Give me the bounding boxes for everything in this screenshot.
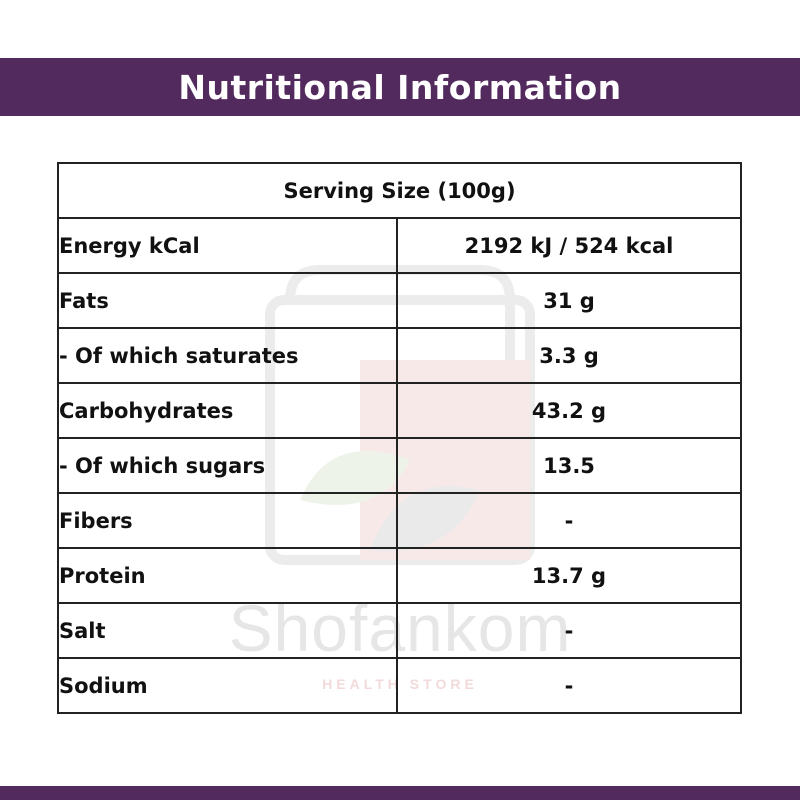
nutrient-value: 13.7 g — [395, 547, 743, 604]
title-banner: Nutritional Information — [0, 58, 800, 116]
nutrient-label: Fats — [57, 272, 398, 329]
nutrient-value: 31 g — [395, 272, 743, 329]
nutrient-value: - — [395, 492, 743, 549]
nutrient-label: Carbohydrates — [57, 382, 398, 439]
footer-band — [0, 786, 800, 800]
page-title: Nutritional Information — [178, 67, 622, 107]
table-row: - Of which sugars 13.5 — [57, 437, 743, 494]
nutrient-label: Energy kCal — [57, 217, 398, 274]
table-row: Energy kCal 2192 kJ / 524 kcal — [57, 217, 743, 274]
table-row: Protein 13.7 g — [57, 547, 743, 604]
nutrient-value: - — [395, 602, 743, 659]
nutrient-value: 13.5 — [395, 437, 743, 494]
table-row: - Of which saturates 3.3 g — [57, 327, 743, 384]
nutrient-label: Fibers — [57, 492, 398, 549]
nutrition-table: Serving Size (100g) Energy kCal 2192 kJ … — [56, 162, 743, 714]
nutrient-label: Sodium — [57, 657, 398, 714]
nutrient-value: 43.2 g — [395, 382, 743, 439]
table-row: Salt - — [57, 602, 743, 659]
serving-size-heading: Serving Size (100g) — [56, 162, 743, 219]
table-row: Fibers - — [57, 492, 743, 549]
nutrient-label: - Of which saturates — [57, 327, 398, 384]
nutrient-value: 2192 kJ / 524 kcal — [395, 217, 743, 274]
nutrient-value: 3.3 g — [395, 327, 743, 384]
nutrient-label: Protein — [57, 547, 398, 604]
nutrient-value: - — [395, 657, 743, 714]
serving-row: Serving Size (100g) — [56, 162, 743, 219]
table-row: Fats 31 g — [57, 272, 743, 329]
table-row: Carbohydrates 43.2 g — [57, 382, 743, 439]
nutrient-label: - Of which sugars — [57, 437, 398, 494]
table-row: Sodium - — [57, 657, 743, 714]
nutrient-label: Salt — [57, 602, 398, 659]
